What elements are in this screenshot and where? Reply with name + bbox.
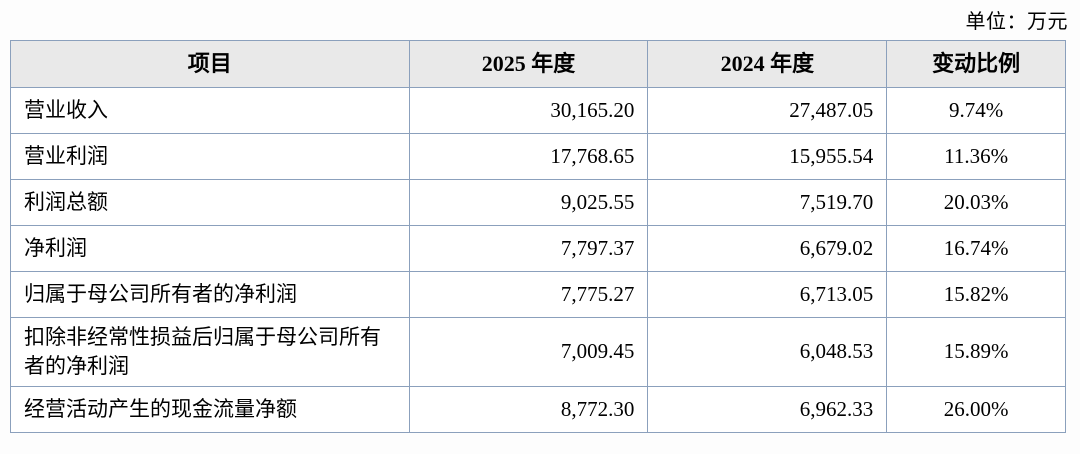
- value-2025-cell: 7,775.27: [408, 271, 649, 318]
- column-header-2025: 2025 年度: [408, 40, 649, 88]
- header-row: 项目 2025 年度 2024 年度 变动比例: [10, 40, 1066, 88]
- unit-label: 单位：万元: [965, 11, 1068, 33]
- table-row: 经营活动产生的现金流量净额 8,772.30 6,962.33 26.00%: [10, 385, 1066, 433]
- change-ratio-cell: 9.74%: [886, 87, 1066, 134]
- column-header-2024: 2024 年度: [647, 40, 888, 88]
- change-ratio-cell: 11.36%: [886, 133, 1066, 180]
- table-row: 扣除非经常性损益后归属于母公司所有者的净利润 7,009.45 6,048.53…: [10, 317, 1066, 387]
- item-cell: 归属于母公司所有者的净利润: [10, 271, 410, 318]
- value-2025-cell: 7,009.45: [408, 317, 649, 387]
- table-row: 利润总额 9,025.55 7,519.70 20.03%: [10, 179, 1066, 226]
- value-2025-cell: 7,797.37: [408, 225, 649, 272]
- value-2025-cell: 17,768.65: [408, 133, 649, 180]
- change-ratio-cell: 20.03%: [886, 179, 1066, 226]
- item-cell: 营业收入: [10, 87, 410, 134]
- value-2024-cell: 6,962.33: [647, 385, 888, 433]
- column-header-change-ratio: 变动比例: [886, 40, 1066, 88]
- value-2025-cell: 9,025.55: [408, 179, 649, 226]
- item-cell: 扣除非经常性损益后归属于母公司所有者的净利润: [10, 317, 410, 387]
- table-row: 营业收入 30,165.20 27,487.05 9.74%: [10, 87, 1066, 134]
- table-header: 项目 2025 年度 2024 年度 变动比例: [10, 40, 1066, 88]
- value-2024-cell: 6,679.02: [647, 225, 888, 272]
- change-ratio-cell: 16.74%: [886, 225, 1066, 272]
- change-ratio-cell: 15.82%: [886, 271, 1066, 318]
- value-2025-cell: 30,165.20: [408, 87, 649, 134]
- item-cell: 营业利润: [10, 133, 410, 180]
- change-ratio-cell: 15.89%: [886, 317, 1066, 387]
- item-cell: 利润总额: [10, 179, 410, 226]
- value-2024-cell: 6,713.05: [647, 271, 888, 318]
- value-2024-cell: 6,048.53: [647, 317, 888, 387]
- financial-comparison-table: 项目 2025 年度 2024 年度 变动比例 营业收入 30,165.20 2…: [10, 40, 1066, 433]
- table-body: 营业收入 30,165.20 27,487.05 9.74% 营业利润 17,7…: [10, 87, 1066, 433]
- table-row: 营业利润 17,768.65 15,955.54 11.36%: [10, 133, 1066, 180]
- value-2024-cell: 15,955.54: [647, 133, 888, 180]
- table-row: 净利润 7,797.37 6,679.02 16.74%: [10, 225, 1066, 272]
- item-cell: 经营活动产生的现金流量净额: [10, 385, 410, 433]
- value-2025-cell: 8,772.30: [408, 385, 649, 433]
- value-2024-cell: 7,519.70: [647, 179, 888, 226]
- value-2024-cell: 27,487.05: [647, 87, 888, 134]
- column-header-item: 项目: [10, 40, 410, 88]
- table-row: 归属于母公司所有者的净利润 7,775.27 6,713.05 15.82%: [10, 271, 1066, 318]
- item-cell: 净利润: [10, 225, 410, 272]
- change-ratio-cell: 26.00%: [886, 385, 1066, 433]
